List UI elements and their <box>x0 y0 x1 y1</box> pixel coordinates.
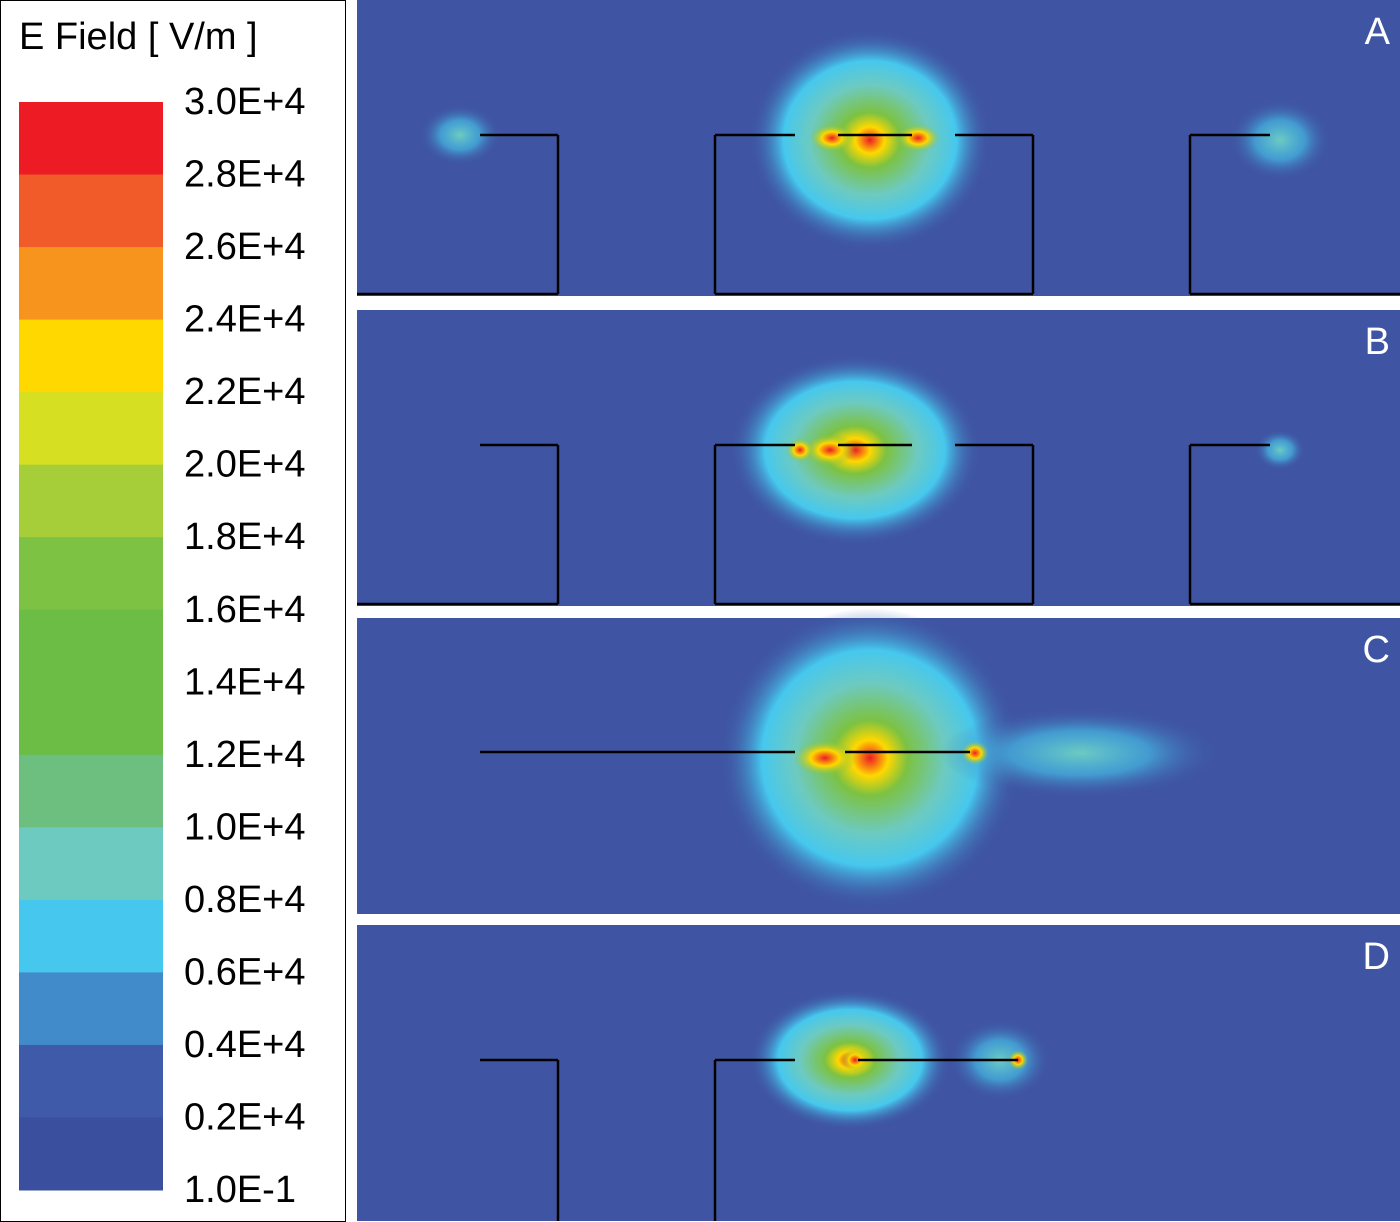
legend-tick-label: 2.8E+4 <box>184 154 306 196</box>
color-band <box>19 1044 163 1118</box>
legend-tick-label: 2.6E+4 <box>184 226 306 268</box>
field-glow <box>896 124 940 152</box>
color-band <box>19 754 163 828</box>
legend-tick-label: 2.0E+4 <box>184 444 306 486</box>
color-band <box>19 174 163 248</box>
color-band <box>19 609 163 683</box>
legend-tick-label: 1.0E+4 <box>184 806 306 848</box>
legend-tick-label: 0.4E+4 <box>184 1024 306 1066</box>
color-band <box>19 247 163 321</box>
color-band <box>19 464 163 538</box>
panel: C <box>357 608 1400 914</box>
panel-label: C <box>1363 629 1390 671</box>
legend-tick-label: 1.2E+4 <box>184 734 306 776</box>
field-glow <box>1255 430 1305 470</box>
field-glow <box>793 740 857 776</box>
color-band <box>19 827 163 901</box>
panel-label: B <box>1365 321 1390 363</box>
legend-tick-label: 1.0E-1 <box>184 1169 296 1211</box>
color-band <box>19 899 163 973</box>
legend-tick-label: 1.4E+4 <box>184 661 306 703</box>
field-glow <box>961 741 989 765</box>
legend-tick-label: 0.2E+4 <box>184 1096 306 1138</box>
legend-tick-label: 1.6E+4 <box>184 589 306 631</box>
panel: B <box>357 310 1400 606</box>
field-panels: A B C D <box>357 0 1400 1221</box>
field-glow <box>786 438 814 462</box>
legend-tick-label: 0.6E+4 <box>184 951 306 993</box>
field-glow <box>720 608 1020 908</box>
panel: A <box>357 0 1400 296</box>
color-band <box>19 102 163 176</box>
legend-tick-label: 3.0E+4 <box>184 81 306 123</box>
field-glow <box>940 708 1220 798</box>
panel-label: A <box>1365 11 1391 53</box>
color-band <box>19 1117 163 1191</box>
panel-label: D <box>1363 936 1390 978</box>
legend-tick-label: 2.2E+4 <box>184 371 306 413</box>
legend-tick-label: 1.8E+4 <box>184 516 306 558</box>
colorbar-legend: E Field [ V/m ] 3.0E+4 2.8E+4 2.6E+4 2.4E+4… <box>0 0 346 1222</box>
field-glow <box>804 434 856 466</box>
field-glow <box>810 124 854 152</box>
color-band <box>19 392 163 466</box>
field-glow <box>1230 100 1330 180</box>
color-band <box>19 319 163 393</box>
color-band <box>19 972 163 1046</box>
field-glow <box>420 105 500 165</box>
legend-tick-label: 2.4E+4 <box>184 299 306 341</box>
color-band <box>19 682 163 756</box>
color-band <box>19 537 163 611</box>
field-glow <box>841 1048 869 1072</box>
field-glow <box>750 30 990 250</box>
legend-tick-label: 0.8E+4 <box>184 879 306 921</box>
legend-title: E Field [ V/m ] <box>19 16 258 58</box>
panel: D <box>357 925 1400 1221</box>
